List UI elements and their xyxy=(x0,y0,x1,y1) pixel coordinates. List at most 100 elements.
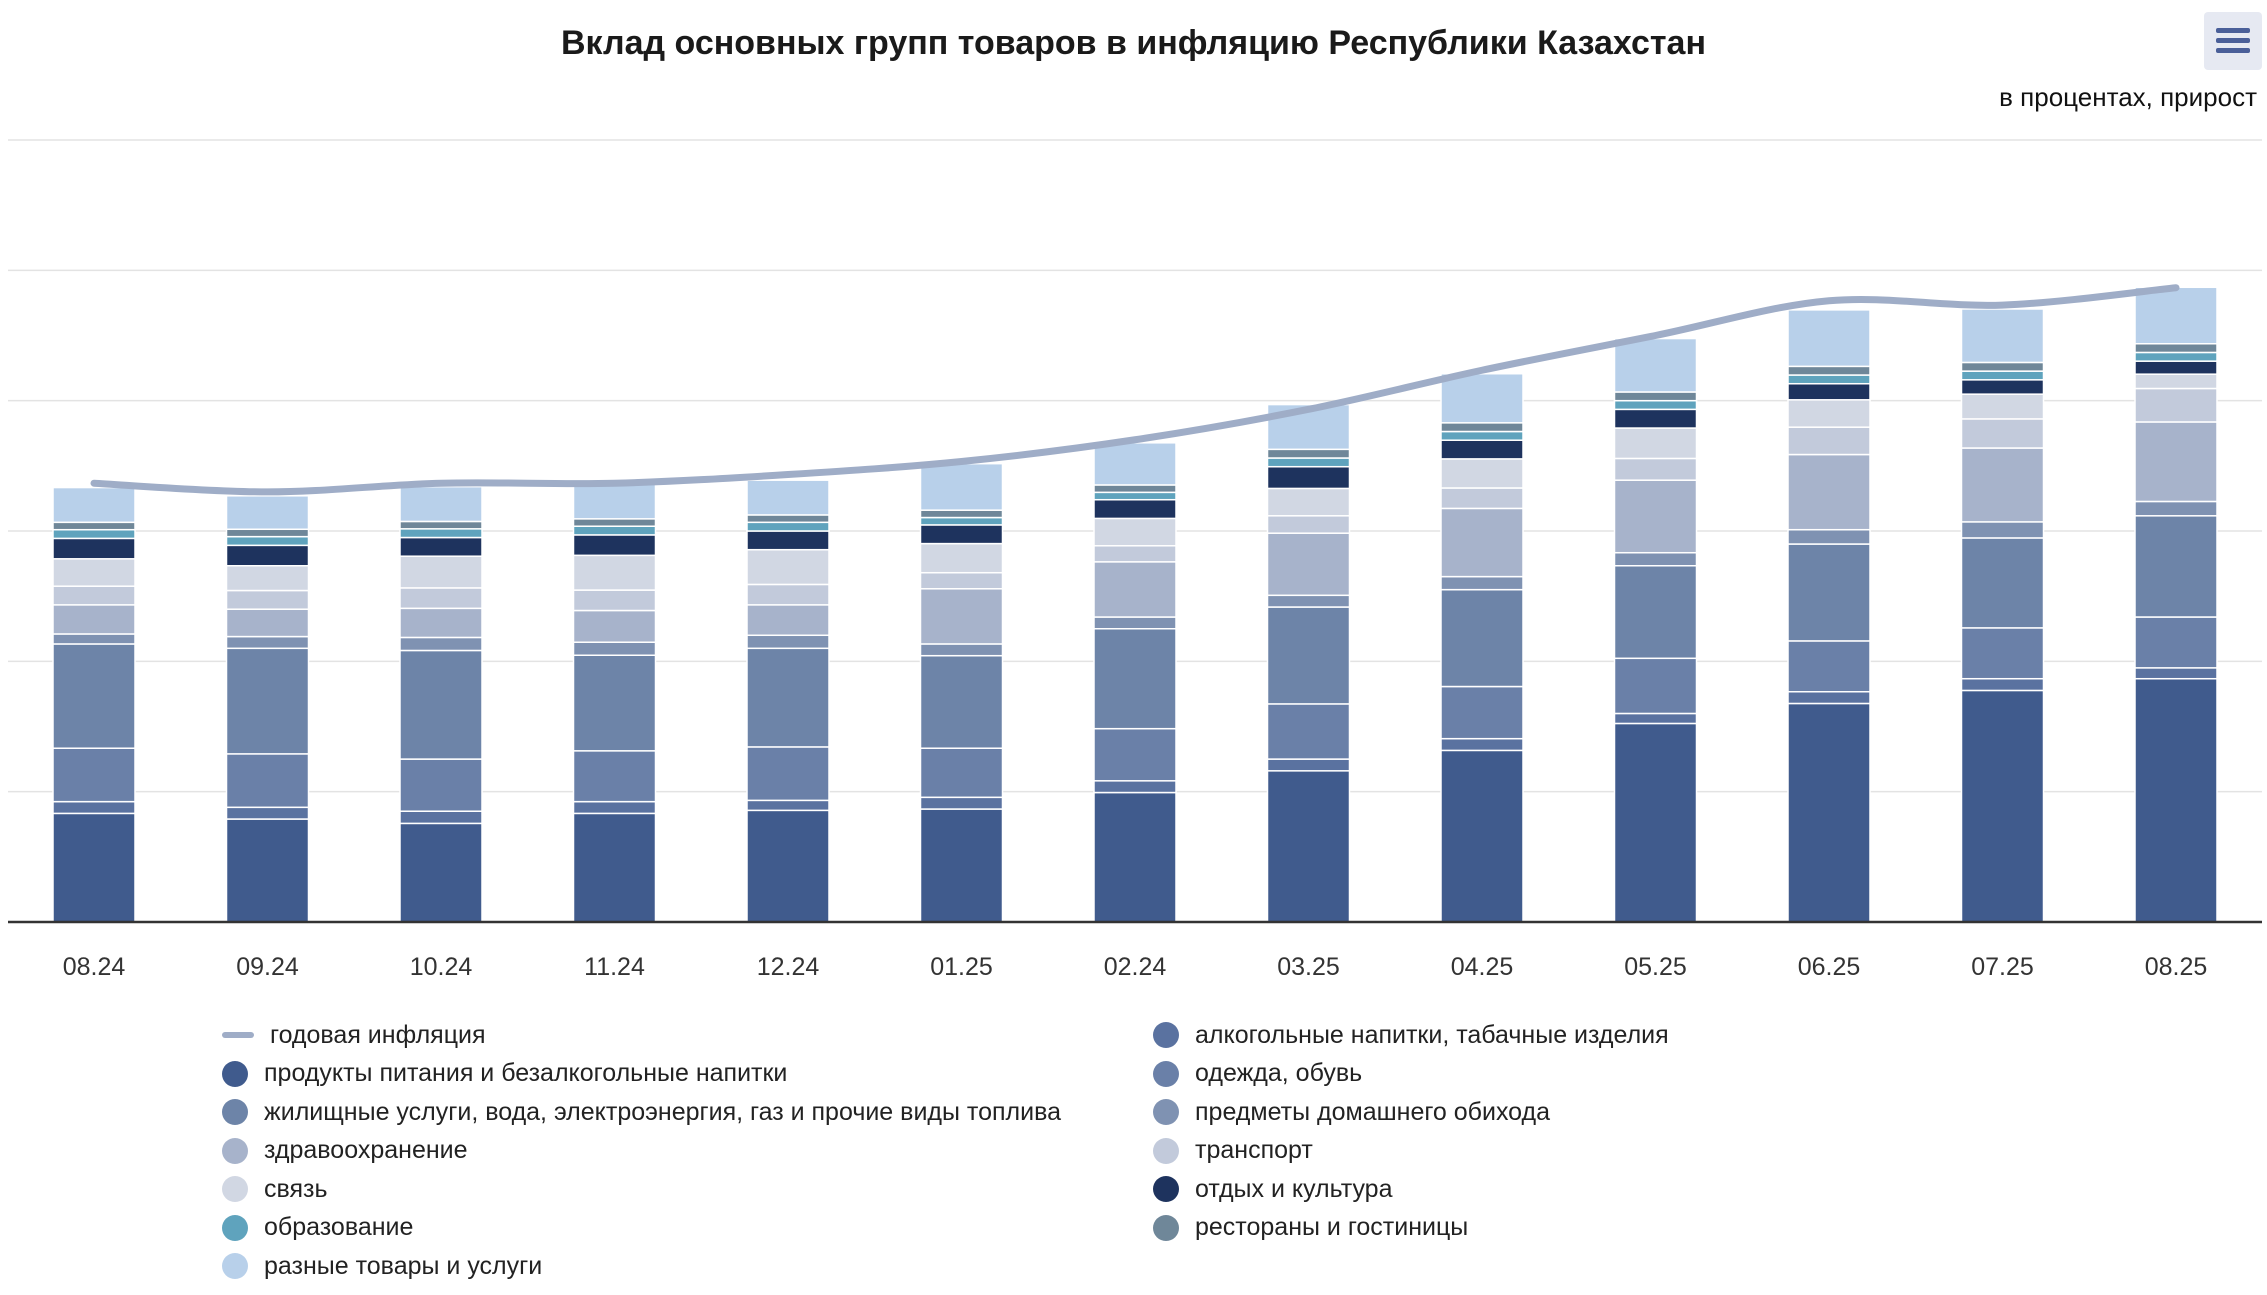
bar-segment xyxy=(746,514,830,524)
legend-item[interactable]: продукты питания и безалкогольные напитк… xyxy=(222,1057,787,1091)
x-tick-label: 11.24 xyxy=(584,953,645,981)
legend-dot-icon xyxy=(222,1176,248,1202)
bar-segment xyxy=(746,634,830,650)
bar-segment xyxy=(52,812,136,923)
legend-label: жилищные услуги, вода, электроэнергия, г… xyxy=(264,1097,1061,1126)
bar-segment xyxy=(1613,399,1698,411)
bar-segment xyxy=(1266,770,1351,923)
bar-segment xyxy=(399,758,483,812)
legend-item[interactable]: рестораны и гостиницы xyxy=(1153,1211,1468,1245)
bar-segment xyxy=(1787,543,1871,642)
legend-item[interactable]: разные товары и услуги xyxy=(222,1249,542,1283)
legend-label: транспорт xyxy=(1195,1136,1313,1164)
x-tick-label: 12.24 xyxy=(757,953,820,981)
bar-segment xyxy=(225,495,310,531)
bar-segment xyxy=(1960,418,2045,449)
bar-segment xyxy=(1787,382,1871,401)
bar-segment xyxy=(399,636,483,652)
bar-segment xyxy=(1613,712,1698,725)
bar-segment xyxy=(2134,360,2218,375)
bar-segment xyxy=(1613,565,1698,660)
bar-segment xyxy=(919,571,1004,590)
bar-segment xyxy=(1093,517,1177,547)
bar-segment xyxy=(1266,465,1351,490)
bar-segment xyxy=(572,589,657,612)
legend-dot-icon xyxy=(1153,1099,1179,1125)
bar-segment xyxy=(1960,379,2045,395)
bar-segment xyxy=(225,635,310,650)
bar-segment xyxy=(399,536,483,557)
bar-segment xyxy=(1960,370,2045,381)
bar-segment xyxy=(1093,545,1177,563)
bar-segment xyxy=(1266,448,1351,459)
bar-segment xyxy=(1613,657,1698,715)
legend-line-icon xyxy=(222,1032,254,1038)
bar-segment xyxy=(746,647,830,748)
bar-segment xyxy=(1093,442,1177,486)
bar-segment xyxy=(1440,575,1524,591)
legend-label: продукты питания и безалкогольные напитк… xyxy=(264,1059,788,1087)
bar-segment xyxy=(2134,421,2218,503)
bar-segment xyxy=(1440,588,1524,688)
legend-item[interactable]: жилищные услуги, вода, электроэнергия, г… xyxy=(222,1095,1061,1129)
legend-label: предметы домашнего обихода xyxy=(1195,1097,1551,1126)
bar-segment xyxy=(919,588,1004,645)
bar-segment xyxy=(1960,537,2045,629)
bar-segment xyxy=(399,485,483,523)
bar-segment xyxy=(746,799,830,812)
bar-segment xyxy=(1787,690,1871,705)
bar-segment xyxy=(225,647,310,755)
bar-segment xyxy=(1266,606,1351,705)
bar-segment xyxy=(225,535,310,547)
bar-segment xyxy=(399,822,483,923)
bar-segment xyxy=(919,796,1004,810)
legend-item[interactable]: одежда, обувь xyxy=(1153,1057,1362,1091)
bar-segment xyxy=(1613,551,1698,567)
legend-item[interactable]: образование xyxy=(222,1211,413,1245)
bar-segment xyxy=(746,479,830,516)
bar-segment xyxy=(746,583,830,606)
bar-segment xyxy=(919,542,1004,574)
bar-segment xyxy=(1613,337,1698,393)
legend-item[interactable]: здравоохранение xyxy=(222,1134,468,1168)
legend-item[interactable]: предметы домашнего обихода xyxy=(1153,1095,1550,1129)
bar-segment xyxy=(1093,780,1177,794)
bar-segment xyxy=(1093,727,1177,782)
bar-segment xyxy=(225,806,310,820)
bar-segment xyxy=(1266,594,1351,608)
legend-item[interactable]: транспорт xyxy=(1153,1134,1313,1168)
legend-item[interactable]: алкогольные напитки, табачные изделия xyxy=(1153,1018,1669,1052)
bar-segment xyxy=(1440,458,1524,489)
bar-segment xyxy=(225,608,310,638)
bar-segment xyxy=(572,812,657,923)
bar-segment xyxy=(1440,422,1524,433)
bar-segment xyxy=(1440,507,1524,578)
bar-segment xyxy=(746,809,830,923)
bar-segment xyxy=(2134,286,2218,345)
bar-segment xyxy=(572,518,657,527)
bar-segment xyxy=(1266,457,1351,468)
x-tick-label: 06.25 xyxy=(1798,953,1861,981)
bar-segment xyxy=(225,528,310,538)
chart-subtitle: в процентах, прирост xyxy=(1999,82,2257,112)
bar-segment xyxy=(1093,561,1177,618)
bar-segment xyxy=(1093,498,1177,520)
legend-item[interactable]: связь xyxy=(222,1172,328,1206)
chart-menu-button[interactable] xyxy=(2204,12,2262,70)
bar-segment xyxy=(1613,408,1698,429)
bar-segment xyxy=(1787,365,1871,376)
legend-label: годовая инфляция xyxy=(270,1020,486,1049)
legend-label: алкогольные напитки, табачные изделия xyxy=(1195,1020,1669,1049)
bar-segment xyxy=(52,747,136,803)
bar-segment xyxy=(2134,373,2218,390)
legend-item[interactable]: отдых и культура xyxy=(1153,1172,1392,1206)
bar-segment xyxy=(2134,351,2218,362)
bar-segment xyxy=(52,633,136,645)
chart-title: Вклад основных групп товаров в инфляцию … xyxy=(560,24,1706,62)
bar-segment xyxy=(1093,484,1177,494)
bar-segment xyxy=(399,528,483,539)
bar-segment xyxy=(52,800,136,815)
bar-segment xyxy=(2134,616,2218,669)
bar-segment xyxy=(572,654,657,752)
legend-item[interactable]: годовая инфляция xyxy=(222,1018,486,1052)
